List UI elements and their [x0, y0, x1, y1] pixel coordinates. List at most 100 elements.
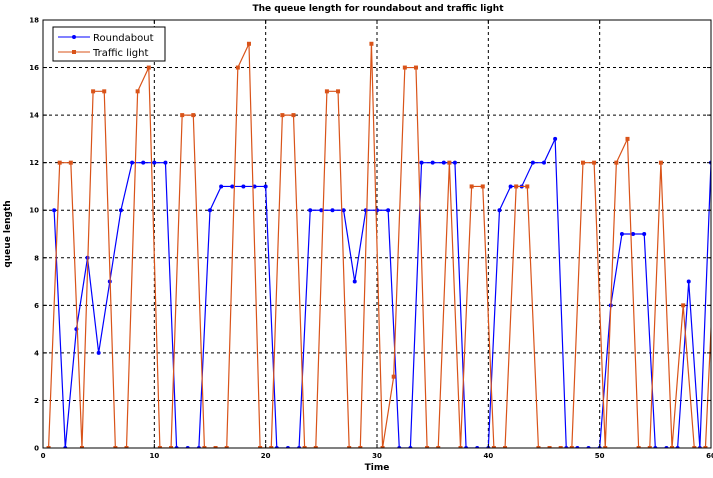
data-point-traffic-light: [569, 446, 574, 448]
data-point-traffic-light: [480, 184, 485, 189]
data-point-roundabout: [631, 232, 636, 236]
data-point-roundabout: [219, 184, 224, 189]
series-layer: [46, 41, 711, 448]
data-point-roundabout: [553, 136, 558, 141]
y-tick-label: 6: [34, 302, 39, 310]
data-point-roundabout: [430, 160, 435, 165]
data-point-roundabout: [252, 184, 257, 189]
legend-marker-traffic-light: [72, 50, 76, 54]
data-point-traffic-light: [658, 160, 663, 165]
data-point-traffic-light: [547, 446, 552, 448]
data-point-traffic-light: [202, 446, 207, 448]
data-point-traffic-light: [302, 446, 307, 448]
data-point-roundabout: [241, 184, 246, 189]
data-point-traffic-light: [681, 303, 686, 308]
y-tick-label: 14: [29, 112, 39, 120]
data-point-roundabout: [419, 160, 424, 165]
data-point-traffic-light: [68, 160, 73, 165]
data-point-traffic-light: [246, 41, 251, 46]
data-point-roundabout: [330, 208, 335, 213]
y-tick-label: 4: [34, 349, 39, 357]
legend-label-roundabout: Roundabout: [93, 33, 154, 44]
data-point-traffic-light: [636, 446, 641, 448]
data-point-roundabout: [542, 160, 546, 165]
data-point-roundabout: [530, 160, 535, 165]
data-point-traffic-light: [458, 446, 463, 448]
series-traffic-light: [46, 41, 711, 448]
data-point-traffic-light: [124, 446, 129, 448]
data-point-traffic-light: [235, 65, 240, 70]
y-axis-label: queue length: [3, 200, 13, 267]
data-point-traffic-light: [180, 113, 185, 118]
axis-ticks: 0 10 20 30 40 50 60 0 2 4 6 8 10 12 14 16 18: [29, 17, 713, 461]
data-point-traffic-light: [592, 160, 597, 165]
data-point-traffic-light: [425, 446, 430, 448]
data-point-traffic-light: [191, 113, 196, 118]
data-point-traffic-light: [324, 89, 329, 94]
data-point-roundabout: [152, 160, 157, 165]
data-point-traffic-light: [525, 184, 530, 189]
x-tick-label: 20: [261, 452, 271, 460]
data-point-traffic-light: [580, 160, 585, 165]
data-point-traffic-light: [157, 446, 162, 448]
data-point-traffic-light: [503, 446, 508, 448]
data-point-traffic-light: [280, 113, 285, 118]
data-point-roundabout: [441, 160, 446, 165]
data-point-roundabout: [686, 279, 691, 284]
data-point-traffic-light: [469, 184, 474, 189]
data-point-roundabout: [497, 208, 502, 213]
x-tick-label: 60: [706, 452, 713, 460]
x-tick-label: 40: [483, 452, 493, 460]
data-point-traffic-light: [358, 446, 363, 448]
data-point-roundabout: [508, 184, 513, 189]
data-point-traffic-light: [558, 446, 563, 448]
data-point-traffic-light: [670, 446, 675, 448]
y-tick-label: 16: [29, 64, 39, 72]
legend-marker-roundabout: [72, 35, 76, 39]
data-point-roundabout: [208, 208, 212, 213]
x-tick-label: 10: [149, 452, 159, 460]
data-point-roundabout: [308, 208, 313, 213]
data-point-roundabout: [619, 232, 624, 236]
data-point-traffic-light: [603, 446, 608, 448]
x-tick-label: 30: [372, 452, 382, 460]
data-point-traffic-light: [135, 89, 140, 94]
data-point-traffic-light: [46, 446, 51, 448]
y-tick-label: 12: [29, 159, 39, 167]
data-point-traffic-light: [169, 446, 174, 448]
data-point-traffic-light: [703, 446, 708, 448]
data-point-traffic-light: [647, 446, 652, 448]
data-point-traffic-light: [113, 446, 118, 448]
data-point-traffic-light: [536, 446, 541, 448]
data-point-roundabout: [341, 208, 346, 213]
data-point-traffic-light: [436, 446, 441, 448]
data-point-traffic-light: [369, 41, 374, 46]
data-point-traffic-light: [79, 446, 84, 448]
grid-lines: [43, 20, 711, 448]
data-point-traffic-light: [347, 446, 352, 448]
data-point-roundabout: [230, 184, 235, 189]
data-point-traffic-light: [269, 446, 274, 448]
data-point-traffic-light: [313, 446, 318, 448]
data-point-roundabout: [452, 160, 457, 165]
data-point-traffic-light: [614, 160, 619, 165]
legend-label-traffic-light: Traffic light: [92, 48, 148, 59]
data-point-roundabout: [319, 208, 324, 213]
data-point-traffic-light: [692, 446, 697, 448]
data-point-roundabout: [141, 160, 146, 165]
x-tick-label: 50: [595, 452, 605, 460]
data-point-traffic-light: [146, 65, 151, 70]
data-point-traffic-light: [514, 184, 519, 189]
chart-title: The queue length for roundabout and traf…: [252, 4, 504, 14]
data-point-roundabout: [52, 208, 57, 213]
data-point-traffic-light: [402, 65, 407, 70]
data-point-traffic-light: [258, 446, 263, 448]
y-tick-label: 18: [29, 17, 39, 25]
data-point-traffic-light: [291, 113, 296, 118]
x-axis-label: Time: [365, 463, 390, 473]
data-point-roundabout: [96, 350, 101, 355]
legend-box: [52, 26, 166, 62]
data-point-roundabout: [163, 160, 168, 165]
data-point-traffic-light: [625, 136, 630, 141]
